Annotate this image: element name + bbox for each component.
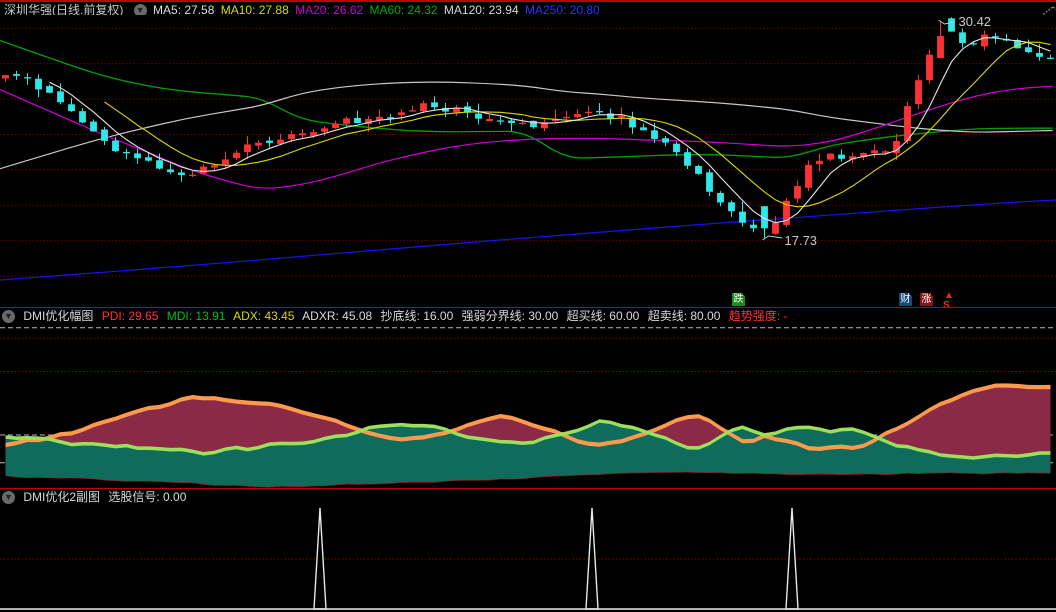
svg-text:17.73: 17.73 — [785, 233, 818, 248]
svg-text:30.42: 30.42 — [959, 15, 992, 29]
